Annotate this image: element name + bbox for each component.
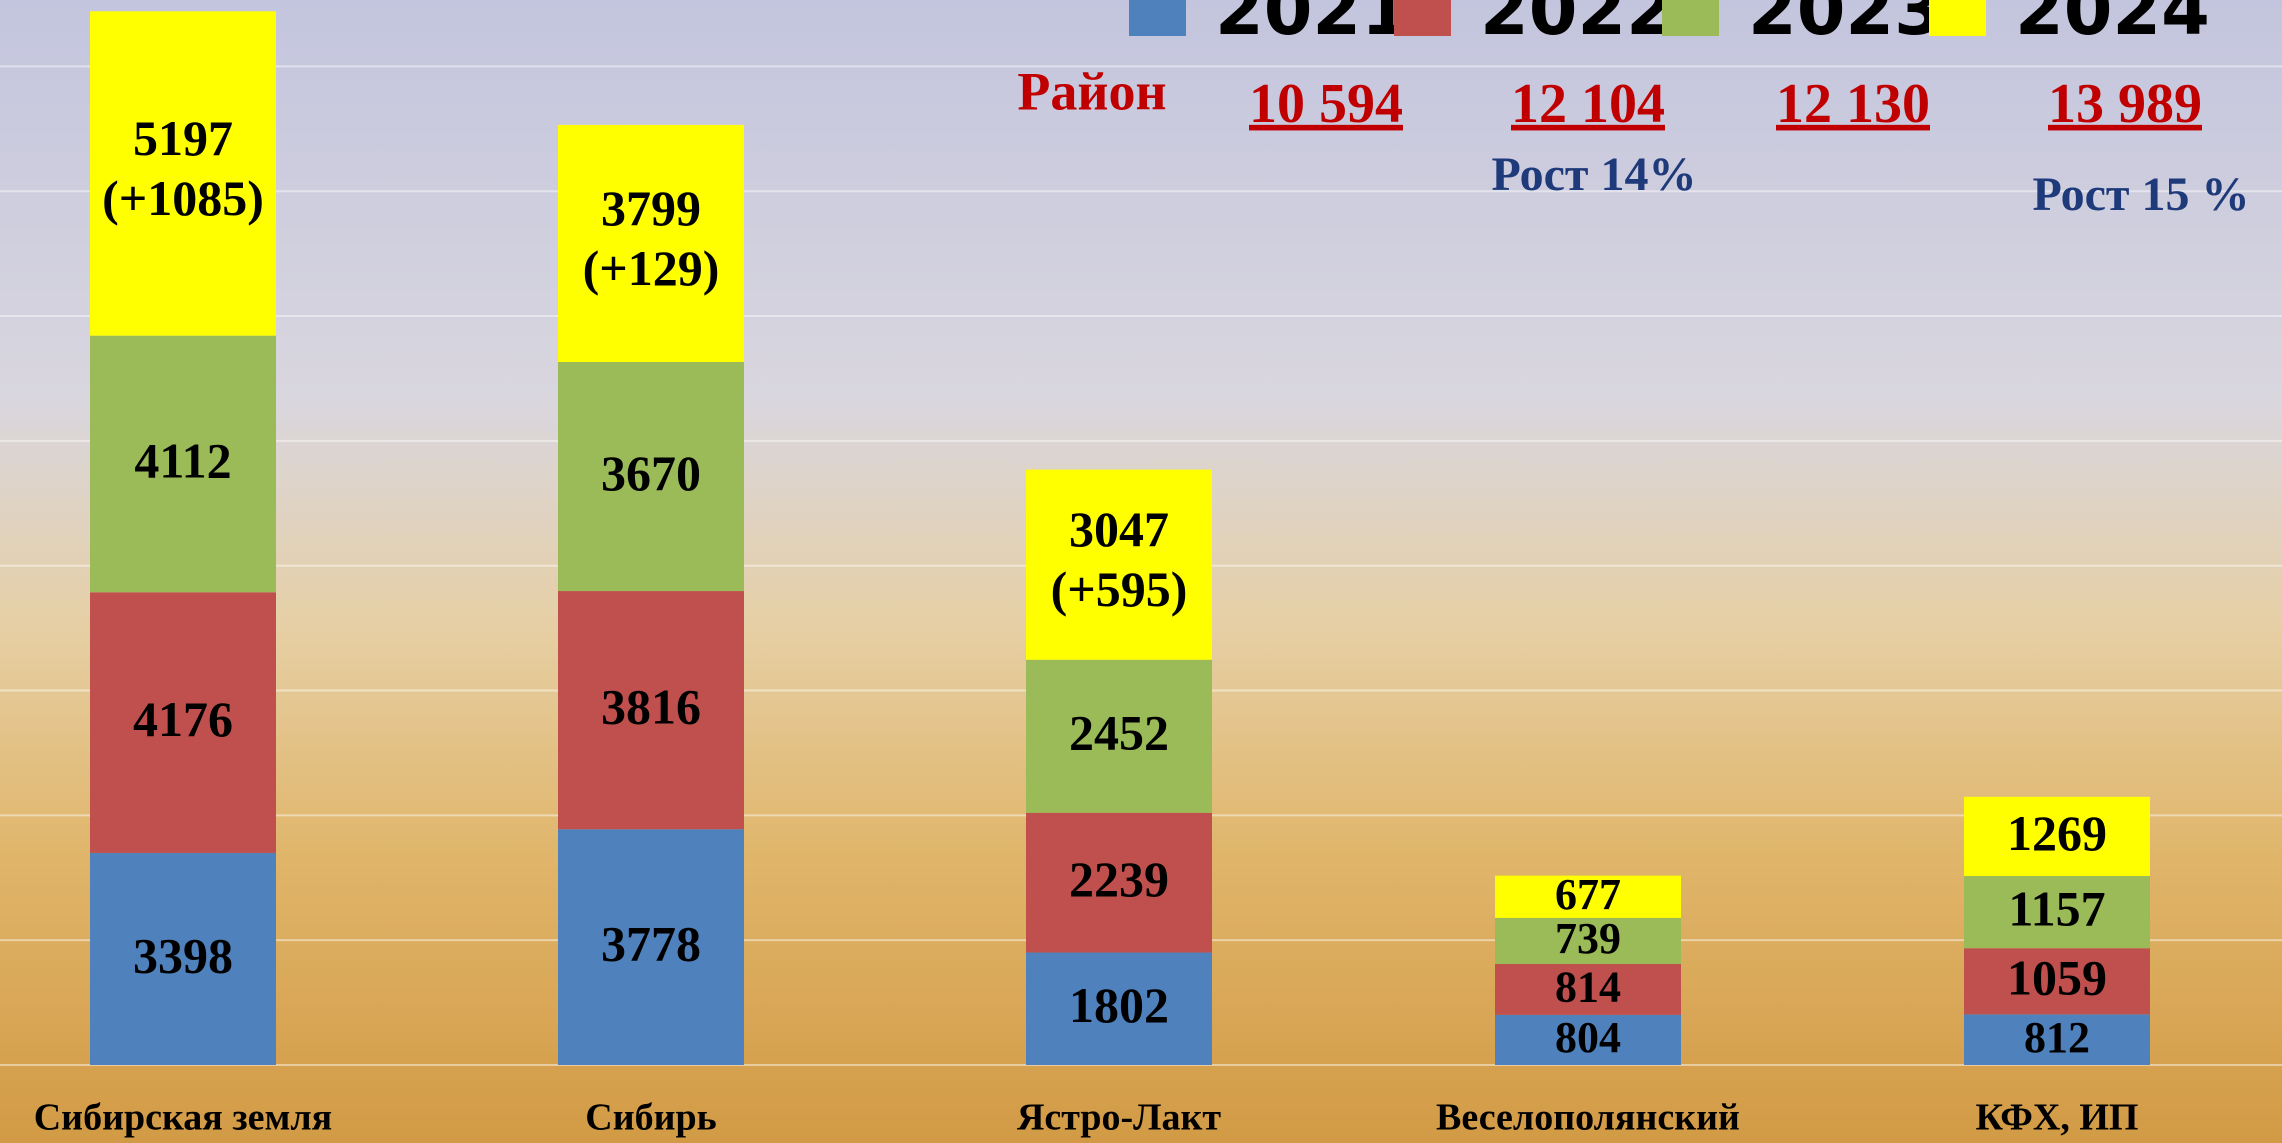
bar-segment (1964, 876, 2150, 949)
x-tick-label: КФХ, ИП (1976, 1097, 2139, 1139)
district-total: 13 989 (2048, 73, 2202, 135)
bar-segment (1964, 1014, 2150, 1065)
change-label: (+1085) (102, 170, 264, 226)
data-label: 4176 (133, 691, 233, 747)
data-label: 677 (1555, 870, 1621, 919)
data-label: 3778 (601, 916, 701, 972)
bar-segment (1495, 964, 1681, 1015)
bar-segment (558, 829, 744, 1065)
bar-segment (90, 852, 276, 1065)
bar-segment (1026, 469, 1212, 660)
data-label: 4112 (134, 432, 231, 488)
bar-segment (558, 124, 744, 362)
change-label: (+129) (583, 240, 720, 296)
legend-swatch (1662, 0, 1719, 36)
bar-segment (1026, 812, 1212, 953)
data-label: 812 (2024, 1013, 2090, 1062)
data-label: 814 (1555, 963, 1621, 1012)
district-total: 12 130 (1776, 73, 1930, 135)
data-label: 5197 (133, 110, 233, 166)
bar-segment (90, 335, 276, 593)
legend-swatch (1394, 0, 1451, 36)
bar-segment (1495, 917, 1681, 965)
bar-segment (558, 591, 744, 830)
district-total: 12 104 (1511, 73, 1665, 135)
x-tick-label: Веселополянский (1436, 1097, 1740, 1139)
data-label: 3398 (133, 927, 233, 983)
bar-segment (90, 592, 276, 853)
district-label: Район (1017, 61, 1166, 121)
data-label: 1269 (2007, 805, 2107, 861)
bar-segment (1026, 659, 1212, 813)
data-label: 1157 (2008, 881, 2105, 937)
bar-segment (1964, 948, 2150, 1015)
legend-label: 2023 (1748, 0, 1943, 51)
data-label: 2452 (1069, 705, 1169, 761)
data-label: 3799 (601, 180, 701, 236)
x-tick-label: Сибирь (585, 1097, 716, 1139)
change-label: (+595) (1051, 561, 1188, 617)
bar-segment (1026, 952, 1212, 1065)
annotation: Рост 15 % (2032, 168, 2249, 221)
district-total: 10 594 (1249, 73, 1403, 135)
bar-segment (1495, 1014, 1681, 1065)
bar-segment (1495, 875, 1681, 918)
data-label: 3816 (601, 679, 701, 735)
legend-label: 2024 (2015, 0, 2210, 51)
bar-segment (1964, 796, 2150, 877)
x-tick-label: Сибирская земля (34, 1097, 333, 1139)
data-label: 3670 (601, 445, 701, 501)
data-label: 3047 (1069, 501, 1169, 557)
data-label: 739 (1555, 914, 1621, 963)
bars: 3398417641125197(+1085)3778381636703799(… (90, 11, 2150, 1065)
data-label: 804 (1555, 1013, 1621, 1062)
legend-label: 2022 (1480, 0, 1675, 51)
data-label: 2239 (1069, 851, 1169, 907)
data-label: 1059 (2007, 950, 2107, 1006)
data-label: 1802 (1069, 977, 1169, 1033)
legend-label: 2021 (1215, 0, 1410, 51)
legend-swatch (1129, 0, 1186, 36)
x-tick-label: Ястро-Лакт (1017, 1097, 1221, 1139)
legend-swatch (1929, 0, 1986, 36)
bar-segment (558, 361, 744, 592)
annotation: Рост 14% (1491, 148, 1696, 201)
bar-segment (90, 11, 276, 336)
